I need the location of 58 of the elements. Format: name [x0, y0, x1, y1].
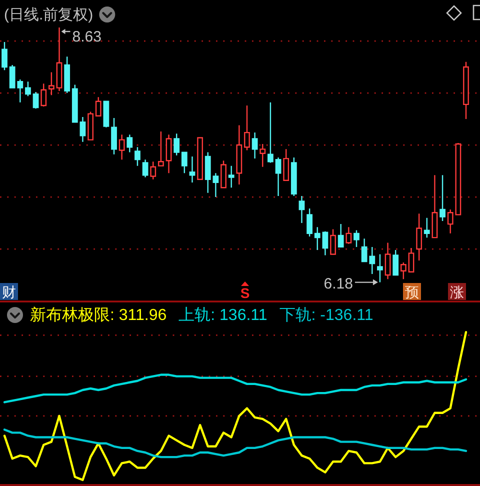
candlestick: [252, 132, 258, 160]
candlestick: [298, 195, 305, 224]
candlestick: [103, 100, 110, 128]
candlestick: [275, 156, 282, 197]
candlestick: [150, 161, 156, 180]
candlestick: [88, 111, 94, 140]
candlestick: [463, 61, 469, 120]
candlestick: [424, 217, 430, 238]
candlestick: [181, 152, 188, 174]
candlestick: [338, 223, 344, 248]
candlestick: [392, 249, 399, 276]
candlestick: [64, 56, 70, 94]
candlestick: [384, 242, 391, 280]
candlestick: [32, 91, 39, 110]
candlestick: [158, 130, 164, 166]
candlestick: [377, 254, 383, 283]
candlestick: [48, 72, 54, 96]
candlestick: [197, 137, 203, 180]
candlestick: [80, 116, 86, 142]
candlestick: [40, 83, 47, 108]
candlestick: [400, 262, 406, 280]
candlestick: [346, 226, 352, 244]
candlestick: [268, 102, 274, 164]
candlestick: [189, 156, 196, 184]
candlestick: [260, 143, 266, 168]
candlestick: [306, 208, 313, 238]
candlestick: [290, 156, 297, 197]
candlestick: [416, 213, 422, 262]
candlestick: [322, 230, 328, 256]
candlestick: [134, 146, 140, 166]
candlestick: [236, 124, 242, 186]
candlestick: [440, 174, 446, 222]
candlestick: [111, 117, 117, 155]
candlestick: [283, 148, 290, 181]
candlestick: [126, 134, 133, 153]
annotation: 6.18: [324, 275, 353, 292]
candlestick: [142, 158, 148, 178]
candlestick: [244, 104, 250, 151]
candlestick: [166, 134, 172, 174]
candlestick: [118, 134, 125, 160]
chart-title: (日线.前复权): [4, 6, 94, 24]
annotation: 8.63: [72, 28, 102, 46]
candlestick: [174, 132, 180, 156]
text: 新布林极限: 311.96: [30, 306, 167, 324]
candlestick: [330, 228, 336, 255]
candlestick: [220, 160, 226, 188]
candlestick: [25, 80, 31, 97]
candlestick: [314, 226, 320, 251]
candlestick: [95, 96, 102, 116]
candlestick: [408, 247, 414, 272]
candlestick: [432, 174, 438, 238]
candlestick: [354, 230, 360, 248]
candlestick: [228, 165, 234, 188]
text: S: [240, 285, 250, 301]
text: 上轨: 136.11: [178, 306, 268, 324]
candlestick: [72, 84, 78, 123]
text: 下轨: -136.11: [279, 306, 374, 324]
candlestick: [2, 41, 8, 71]
